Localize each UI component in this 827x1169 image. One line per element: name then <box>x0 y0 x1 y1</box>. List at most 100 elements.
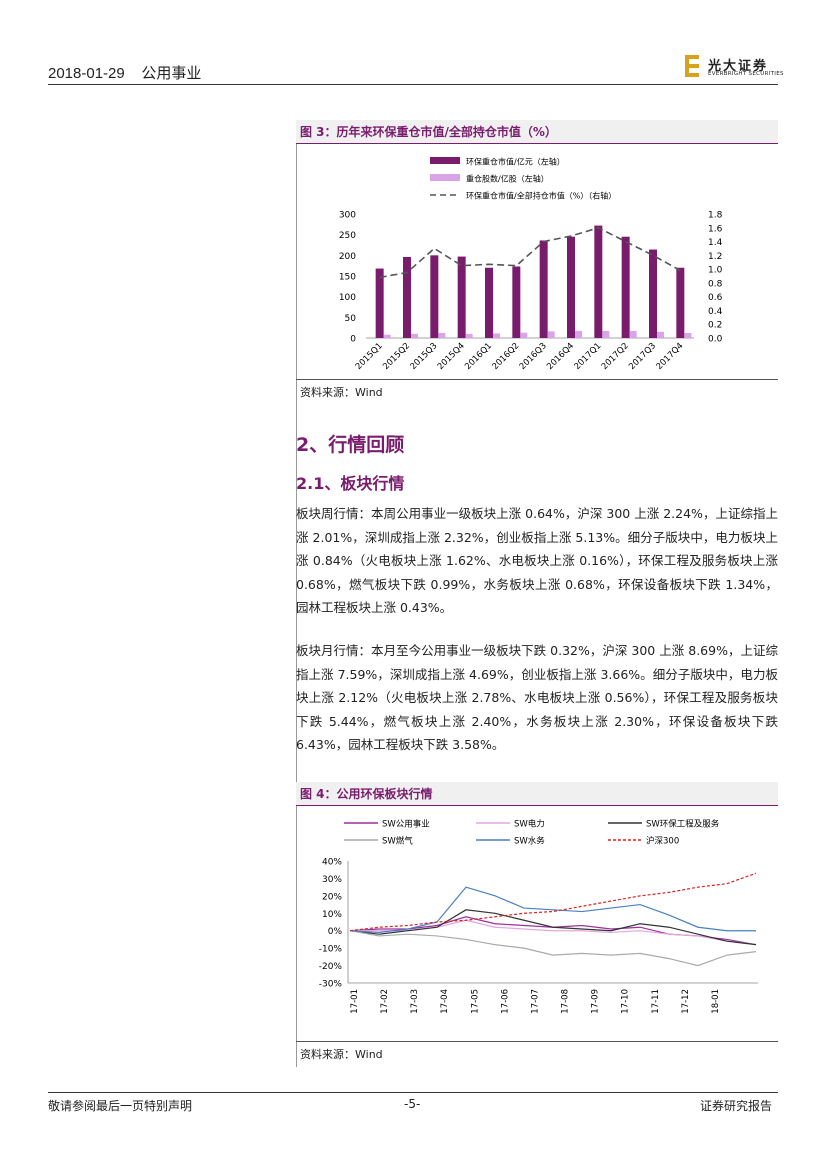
bar-shares <box>547 331 555 338</box>
legend-label: SW公用事业 <box>382 819 430 830</box>
y-left-tick: 250 <box>339 231 356 241</box>
y-tick: 20% <box>322 892 342 902</box>
section-title: 2、行情回顾 <box>296 434 405 456</box>
y-right-tick: 0.8 <box>708 279 723 289</box>
series-line <box>349 930 757 967</box>
y-right-tick: 0.2 <box>708 321 722 331</box>
header-rule <box>48 84 778 85</box>
x-tick-label: 17-10 <box>621 989 631 1014</box>
logo-icon <box>685 55 699 77</box>
y-tick: -30% <box>319 980 343 990</box>
y-left-tick: 100 <box>339 293 356 303</box>
y-right-tick: 1.2 <box>708 252 722 262</box>
figure3-source: 资料来源：Wind <box>300 386 383 399</box>
y-tick: 0% <box>328 927 343 937</box>
subsection-title: 2.1、板块行情 <box>296 474 405 493</box>
footer-disclaimer: 敬请参阅最后一页特别声明 <box>48 1099 193 1113</box>
x-tick-label: 17-09 <box>591 989 601 1014</box>
figure4-chart: SW公用事业 SW电力 SW环保工程及服务 SW燃气 SW水务 沪深300 40% 30% 20… <box>319 819 758 1014</box>
y-tick: 40% <box>322 858 342 868</box>
x-tick-label: 2017Q4 <box>655 341 686 372</box>
left-column-rule <box>296 122 297 1067</box>
bar-shares <box>575 330 582 338</box>
logo-en: EVERBRIGHT SECURITIES <box>708 71 784 77</box>
x-tick-label: 2017Q2 <box>600 341 631 372</box>
bar-shares <box>465 333 473 338</box>
line-ratio <box>379 226 681 279</box>
bar-market-value <box>621 236 630 338</box>
legend-label: SW电力 <box>514 819 545 830</box>
legend-label: 环保重仓市值/亿元（左轴） <box>466 157 565 167</box>
legend-label: SW水务 <box>514 836 545 847</box>
y-right-tick: 1.0 <box>708 266 723 276</box>
figure3-title: 图 3：历年来环保重仓市值/全部持仓市值（%） <box>296 120 778 144</box>
x-tick-label: 17-08 <box>561 989 571 1014</box>
footer-page-number: -5- <box>404 1097 421 1111</box>
y-tick: 10% <box>322 910 342 920</box>
bar-market-value <box>594 225 603 338</box>
y-left-tick: 0 <box>350 335 356 345</box>
y-right-tick: 1.8 <box>708 211 723 221</box>
x-tick-label: 18-01 <box>711 989 721 1014</box>
bar-shares <box>684 333 692 338</box>
y-tick: -10% <box>319 945 343 955</box>
x-tick-label: 2016Q2 <box>491 341 522 372</box>
x-tick-label: 2016Q4 <box>545 341 576 372</box>
bar-shares <box>411 333 418 338</box>
weekly-paragraph: 板块周行情：本周公用事业一级板块上涨 0.64%，沪深 300 上涨 2.24%… <box>296 506 778 615</box>
y-left-tick: 50 <box>345 314 357 324</box>
figure4-bottom-rule <box>296 1041 778 1042</box>
legend-label: SW燃气 <box>382 836 413 847</box>
x-tick-label: 17-06 <box>500 989 510 1014</box>
series-line <box>349 886 756 934</box>
x-tick-label: 17-11 <box>651 989 661 1014</box>
y-tick: 30% <box>322 875 342 885</box>
bar-market-value <box>512 266 521 338</box>
bar-shares <box>657 331 664 338</box>
bar-market-value <box>485 267 493 338</box>
series-line <box>350 919 757 946</box>
y-left-tick: 150 <box>339 273 356 283</box>
y-right-tick: 0.6 <box>708 293 723 303</box>
x-tick-label: 17-07 <box>530 989 540 1014</box>
bar-shares <box>520 332 528 338</box>
bar-market-value <box>649 249 657 338</box>
x-tick-label: 2015Q2 <box>381 341 412 372</box>
y-right-tick: 0.4 <box>708 307 723 317</box>
logo-cn: 光大证券 <box>708 59 769 74</box>
bar-market-value <box>375 268 384 338</box>
header-date-sector: 2018-01-29 公用事业 <box>48 62 201 83</box>
x-tick-label: 17-03 <box>410 989 420 1014</box>
legend-label: 沪深300 <box>646 836 679 847</box>
series-line <box>349 909 757 946</box>
footer-rule <box>48 1092 778 1093</box>
y-tick: -20% <box>319 962 343 972</box>
legend-label: SW环保工程及服务 <box>646 819 720 830</box>
legend-swatch <box>430 174 460 181</box>
figure3-chart: 环保重仓市值/亿元（左轴） 重仓股数/亿股（左轴） 环保重仓市值/全部持仓市值（%）… <box>339 157 723 372</box>
bar-shares <box>629 330 637 338</box>
bar-market-value <box>539 240 548 338</box>
bar-shares <box>493 333 500 338</box>
bar-shares <box>438 333 446 338</box>
y-right-tick: 0.0 <box>708 335 723 345</box>
legend-label: 重仓股数/亿股（左轴） <box>466 174 549 184</box>
x-tick-label: 2016Q3 <box>518 341 549 372</box>
legend-swatch <box>430 157 460 164</box>
header-sector: 公用事业 <box>141 65 202 82</box>
x-tick-label: 2015Q3 <box>409 341 440 372</box>
y-left-tick: 200 <box>339 252 356 262</box>
header-date: 2018-01-29 <box>48 65 125 82</box>
y-left-tick: 300 <box>339 211 356 221</box>
bar-shares <box>383 334 391 338</box>
x-tick-label: 2015Q4 <box>436 341 467 372</box>
y-right-tick: 1.4 <box>708 238 723 248</box>
x-tick-label: 17-05 <box>470 989 480 1014</box>
x-tick-label: 2017Q1 <box>573 341 604 372</box>
bar-market-value <box>676 267 685 338</box>
bar-market-value <box>403 256 411 338</box>
series-line <box>349 872 757 932</box>
x-tick-label: 2016Q1 <box>463 341 494 372</box>
x-tick-label: 17-02 <box>380 989 390 1014</box>
figure4-title: 图 4：公用环保板块行情 <box>296 782 778 806</box>
